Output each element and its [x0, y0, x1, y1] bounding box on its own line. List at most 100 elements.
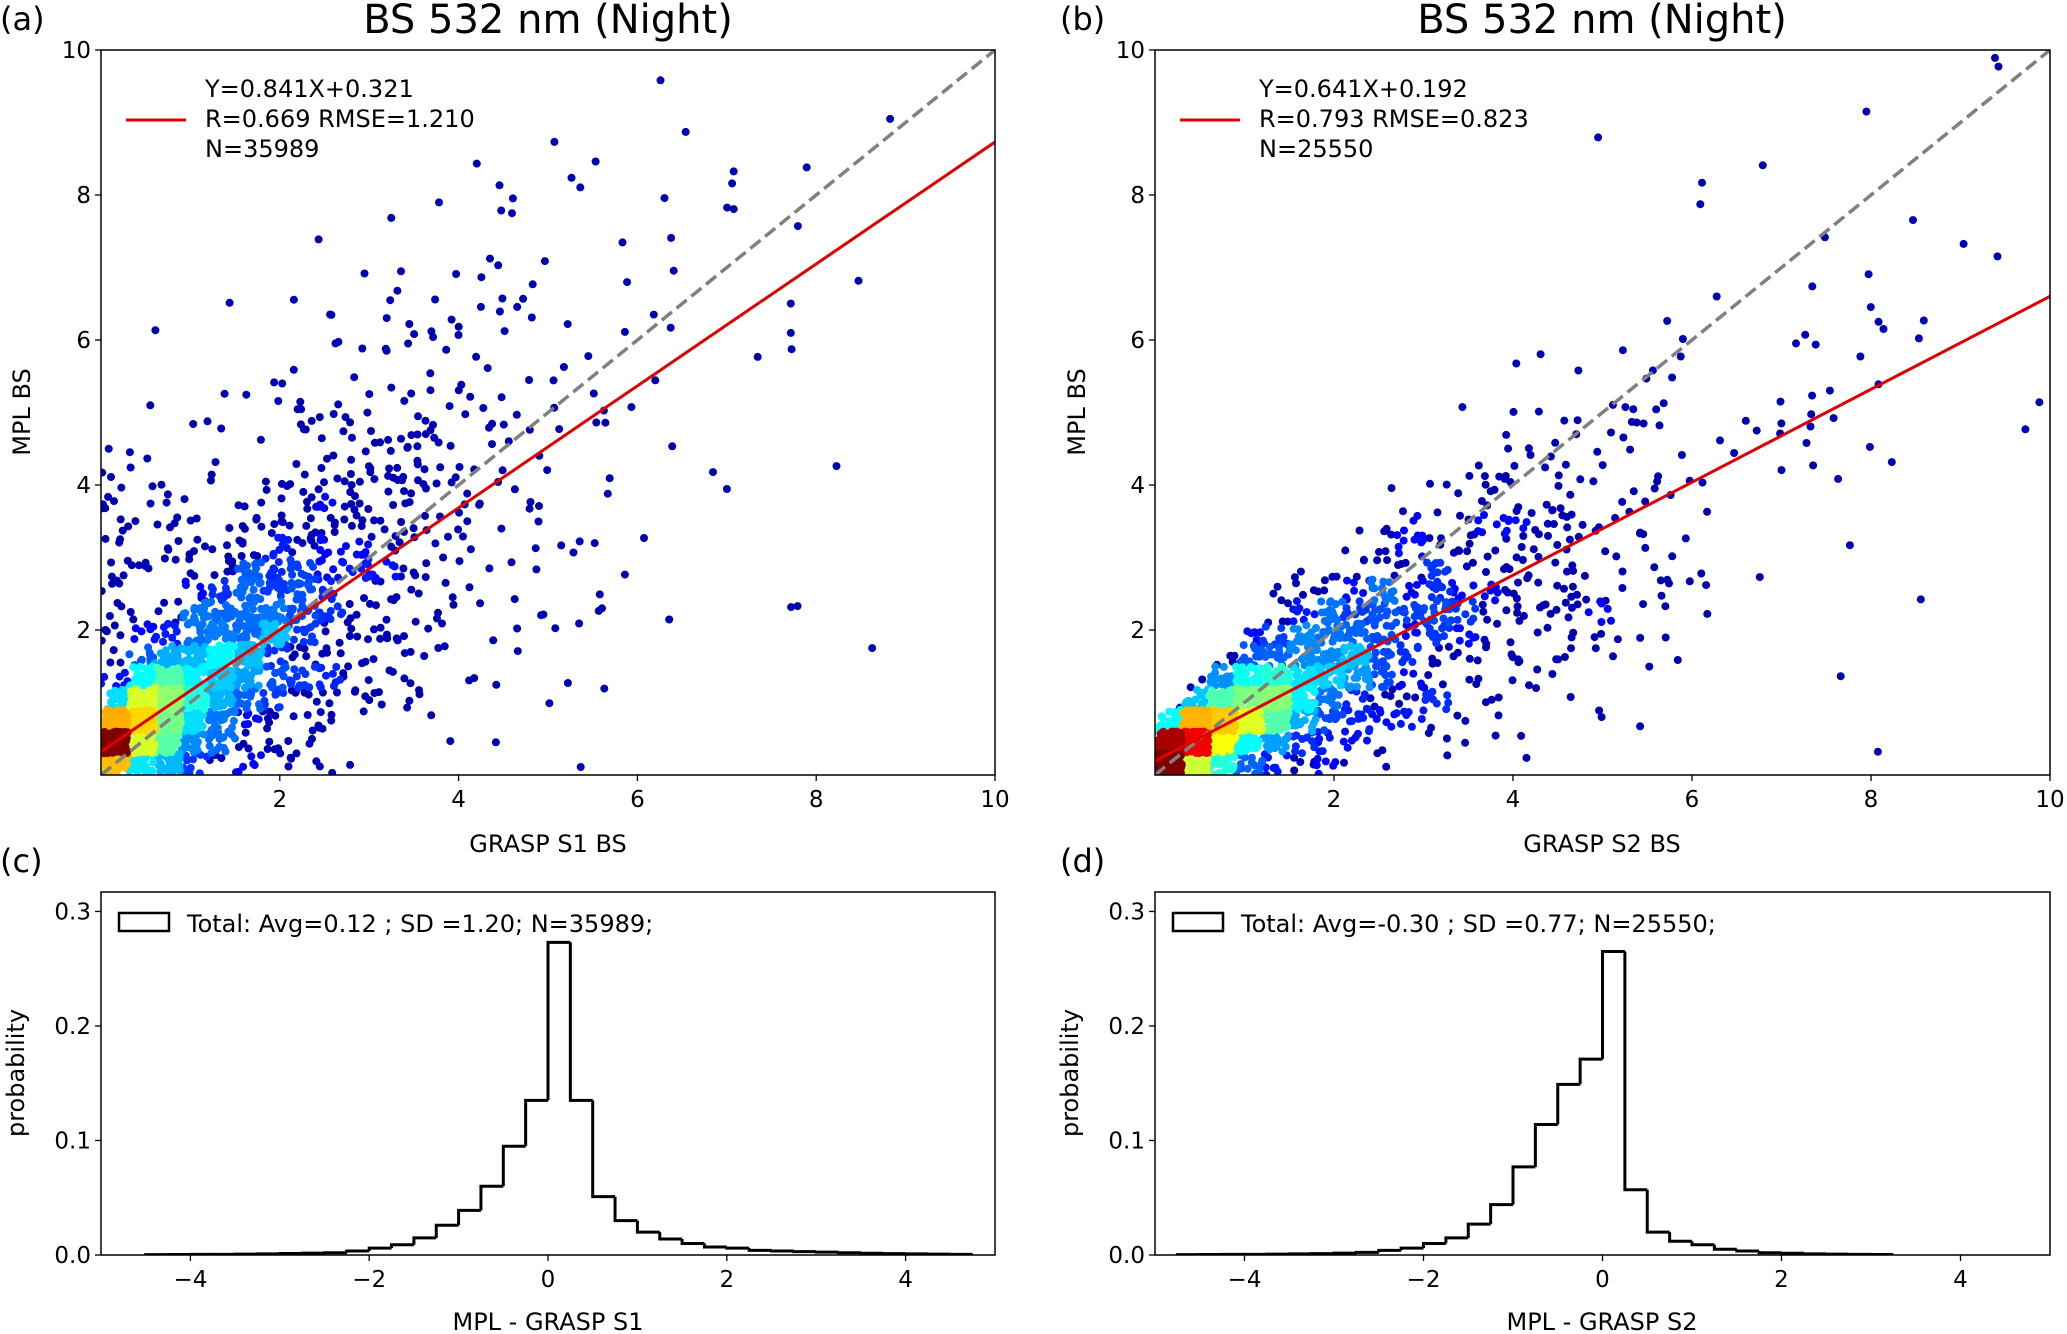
scatter-point [1188, 719, 1197, 728]
scatter-point [1284, 731, 1293, 740]
scatter-point [206, 647, 215, 656]
scatter-point [124, 522, 133, 531]
scatter-point [326, 607, 335, 615]
scatter-point [1391, 608, 1400, 617]
scatter-point [1267, 718, 1276, 727]
scatter-point [1580, 571, 1589, 580]
scatter-point [1400, 526, 1408, 535]
scatter-point [186, 516, 195, 525]
scatter-point [353, 632, 362, 641]
scatter-point [386, 296, 395, 305]
scatter-point [1222, 761, 1231, 770]
scatter-point [175, 751, 184, 760]
scatter-point [1418, 576, 1427, 585]
scatter-point [476, 302, 485, 311]
scatter-point [486, 254, 494, 263]
scatter-point [1515, 616, 1524, 625]
scatter-point [1347, 682, 1356, 691]
scatter-point [1376, 658, 1385, 667]
scatter-point [107, 473, 115, 481]
scatter-point [1449, 548, 1458, 557]
scatter-point [365, 390, 374, 399]
scatter-point [157, 763, 166, 772]
scatter-point [196, 628, 205, 637]
scatter-point [1204, 719, 1212, 728]
scatter-point [1240, 717, 1249, 726]
scatter-point [382, 346, 391, 355]
scatter-point [1341, 727, 1350, 736]
scatter-point [175, 761, 184, 770]
scatter-point [327, 716, 336, 725]
scatter-point [143, 691, 152, 700]
scatter-point [1758, 161, 1767, 170]
scatter-point [299, 487, 308, 496]
scatter-point [288, 604, 297, 613]
scatter-point [329, 451, 338, 460]
scatter-point [1632, 418, 1641, 427]
scatter-point [1482, 639, 1491, 648]
scatter-point [289, 295, 298, 304]
scatter-point [1303, 705, 1312, 714]
scatter-point [334, 337, 343, 346]
scatter-point [1613, 635, 1622, 644]
scatter-point [1428, 687, 1437, 696]
scatter-point [1438, 624, 1447, 633]
scatter-point [225, 524, 234, 532]
scatter-point [1338, 676, 1347, 685]
scatter-point [1561, 460, 1570, 469]
scatter-point [257, 751, 265, 760]
scatter-point [400, 674, 409, 683]
scatter-point [1292, 721, 1300, 730]
scatter-point [434, 438, 443, 447]
scatter-point [1433, 508, 1442, 517]
scatter-point [314, 235, 323, 244]
scatter-point [1389, 587, 1398, 596]
scatter-point [118, 526, 127, 535]
scatter-point [207, 470, 216, 479]
scatter-point [103, 705, 112, 714]
scatter-point [240, 683, 249, 692]
scatter-point [1809, 461, 1818, 470]
scatter-point [1392, 618, 1401, 627]
scatter-point [340, 477, 349, 486]
scatter-point [109, 646, 118, 655]
scatter-point [1574, 366, 1583, 375]
scatter-point [1284, 709, 1293, 718]
scatter-point [148, 482, 157, 491]
scatter-point [1300, 693, 1308, 702]
scatter-point [299, 637, 308, 646]
scatter-point [1505, 565, 1514, 574]
scatter-point [211, 458, 220, 467]
scatter-point [237, 564, 246, 573]
scatter-point [400, 649, 409, 658]
scatter-point [508, 194, 517, 203]
scatter-point [1290, 753, 1299, 762]
scatter-point [187, 670, 196, 679]
chart-title: BS 532 nm (Night) [363, 0, 733, 43]
scatter-point [261, 477, 270, 486]
scatter-point [1387, 484, 1396, 493]
scatter-point [1399, 536, 1408, 545]
scatter-point [1417, 679, 1425, 688]
scatter-point [410, 330, 419, 339]
scatter-point [1395, 699, 1404, 708]
scatter-point [1446, 587, 1455, 596]
scatter-point [315, 723, 324, 732]
scatter-point [125, 650, 134, 659]
scatter-point [1413, 644, 1422, 653]
scatter-point [1239, 641, 1248, 650]
scatter-point [189, 420, 198, 428]
scatter-point [1333, 616, 1341, 624]
scatter-point [1346, 642, 1355, 651]
scatter-point [341, 413, 350, 422]
scatter-point [651, 376, 660, 385]
scatter-point [1597, 618, 1606, 626]
scatter-point [1302, 608, 1311, 617]
scatter-point [358, 344, 367, 353]
scatter-point [127, 687, 135, 696]
scatter-point [431, 539, 440, 548]
scatter-point [1512, 507, 1521, 515]
scatter-point [1338, 710, 1347, 719]
scatter-point [1641, 497, 1650, 506]
scatter-point [290, 665, 299, 674]
